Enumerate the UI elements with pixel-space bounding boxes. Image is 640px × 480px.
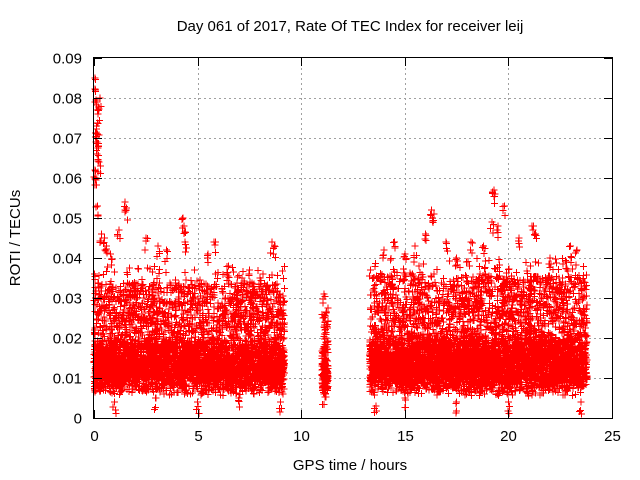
axis-ticks: 0 0.01 0.02 0.03 0.04 0.05 0.06 0.07 0.08 0.09 0 5 1… — [53, 51, 621, 446]
y-tick-label: 0.03 — [53, 291, 82, 308]
y-tick-label: 0.04 — [53, 251, 82, 268]
x-axis-label: GPS time / hours — [293, 457, 407, 474]
y-tick-label: 0.06 — [53, 171, 82, 188]
plot-border — [93, 57, 613, 419]
x-tick-label: 20 — [500, 428, 517, 445]
x-tick-label: 10 — [293, 428, 310, 445]
x-tick-label: 25 — [604, 428, 621, 445]
x-tick-label: 5 — [194, 428, 202, 445]
y-tick-label: 0 — [74, 411, 82, 428]
x-tick-label: 15 — [397, 428, 414, 445]
y-axis-label: ROTI / TECUs — [7, 190, 24, 286]
y-tick-label: 0.07 — [53, 131, 82, 148]
y-tick-label: 0.01 — [53, 371, 82, 388]
y-tick-label: 0.05 — [53, 211, 82, 228]
y-tick-label: 0.09 — [53, 51, 82, 68]
data-points — [90, 74, 591, 418]
y-tick-label: 0.08 — [53, 91, 82, 108]
y-tick-label: 0.02 — [53, 331, 82, 348]
chart-title: Day 061 of 2017, Rate Of TEC Index for r… — [177, 18, 524, 35]
x-tick-label: 0 — [90, 428, 98, 445]
roti-markers — [90, 74, 591, 418]
